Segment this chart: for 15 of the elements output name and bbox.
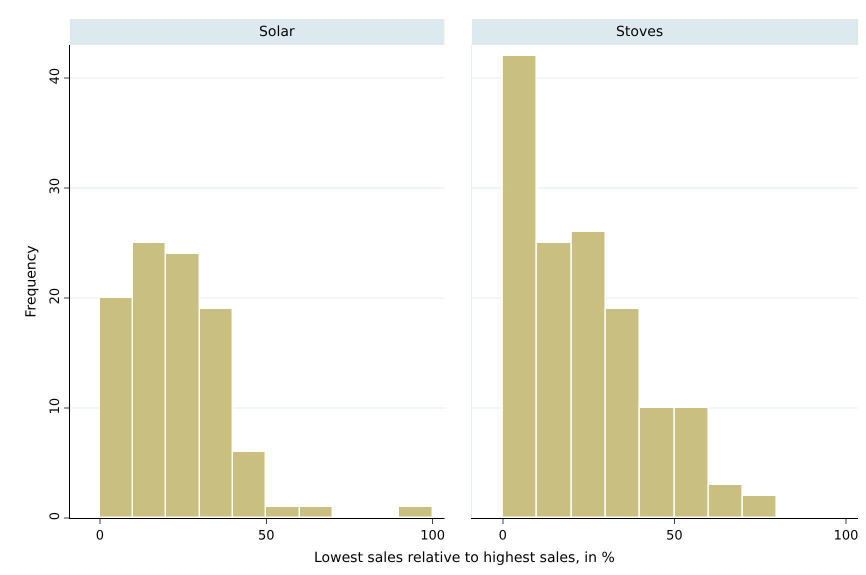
y-tick-label: 10 — [48, 398, 63, 414]
y-tick-label: 0 — [48, 512, 63, 520]
x-tick-label: 0 — [498, 528, 507, 544]
x-tick-label: 50 — [258, 528, 275, 544]
x-tick-label: 100 — [420, 528, 446, 544]
x-tick-label: 0 — [96, 528, 104, 544]
chart-title: Solar — [259, 24, 295, 40]
y-tick-label: 30 — [48, 178, 63, 194]
y-tick-label: 40 — [48, 68, 63, 84]
y-axis-title: Frequency — [23, 245, 40, 318]
y-tick-label: 20 — [48, 288, 63, 304]
x-axis-title: Lowest sales relative to highest sales, in % — [314, 550, 615, 566]
x-tick-label: 50 — [666, 528, 683, 544]
x-tick-label: 100 — [834, 528, 858, 544]
chart-title: Stoves — [616, 24, 664, 40]
